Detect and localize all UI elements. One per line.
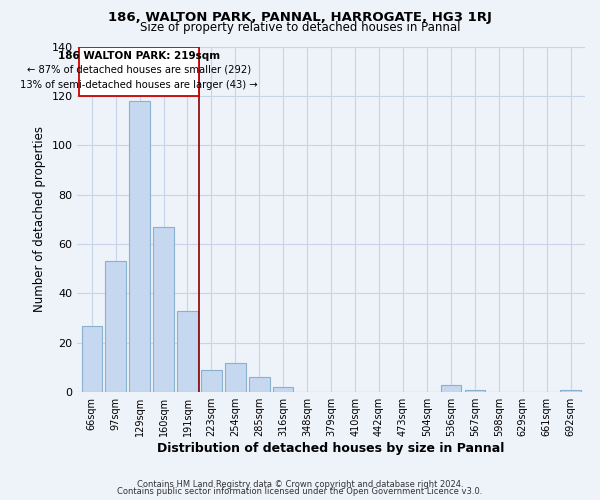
- Bar: [106, 262, 126, 392]
- Text: Contains public sector information licensed under the Open Government Licence v3: Contains public sector information licen…: [118, 487, 482, 496]
- Bar: [154, 227, 174, 392]
- Text: 186, WALTON PARK, PANNAL, HARROGATE, HG3 1RJ: 186, WALTON PARK, PANNAL, HARROGATE, HG3…: [108, 11, 492, 24]
- Bar: [82, 326, 102, 392]
- Text: 13% of semi-detached houses are larger (43) →: 13% of semi-detached houses are larger (…: [20, 80, 258, 90]
- Bar: [441, 385, 461, 392]
- X-axis label: Distribution of detached houses by size in Pannal: Distribution of detached houses by size …: [157, 442, 505, 455]
- Bar: [273, 388, 293, 392]
- Bar: [249, 378, 269, 392]
- Bar: [464, 390, 485, 392]
- Text: 186 WALTON PARK: 219sqm: 186 WALTON PARK: 219sqm: [58, 52, 220, 62]
- Bar: [560, 390, 581, 392]
- Bar: [130, 101, 150, 392]
- Bar: [79, 46, 199, 96]
- Y-axis label: Number of detached properties: Number of detached properties: [33, 126, 46, 312]
- Bar: [225, 362, 245, 392]
- Text: ← 87% of detached houses are smaller (292): ← 87% of detached houses are smaller (29…: [27, 65, 251, 75]
- Bar: [201, 370, 221, 392]
- Text: Contains HM Land Registry data © Crown copyright and database right 2024.: Contains HM Land Registry data © Crown c…: [137, 480, 463, 489]
- Text: Size of property relative to detached houses in Pannal: Size of property relative to detached ho…: [140, 22, 460, 35]
- Bar: [178, 310, 197, 392]
